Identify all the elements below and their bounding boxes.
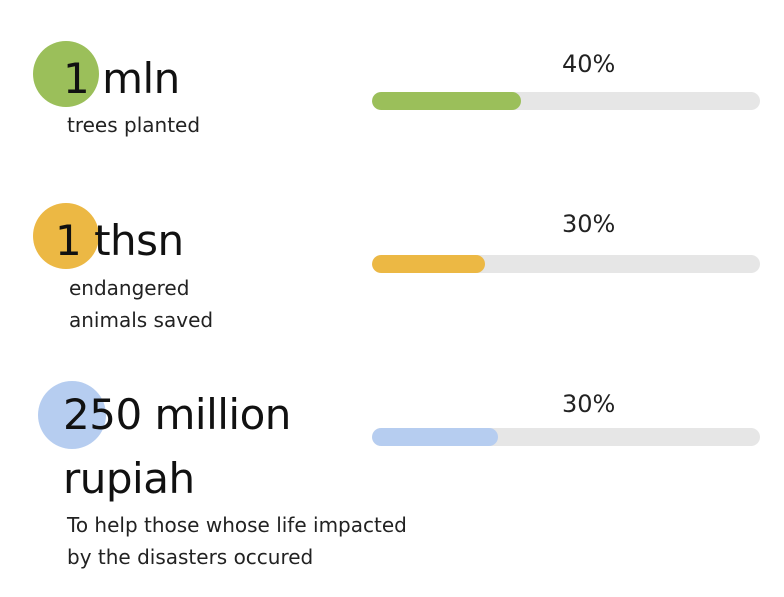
stat-description-trees: trees planted (67, 113, 201, 137)
stat-description-animals-line2: animals saved (69, 308, 214, 332)
progress-bar-trees (372, 92, 760, 110)
stat-percent-funds: 30% (562, 390, 616, 418)
stat-percent-trees: 40% (562, 50, 616, 78)
stat-value-funds-line1: 250 million (63, 390, 291, 439)
stat-percent-animals: 30% (562, 210, 616, 238)
stat-value-trees: 1 mln (63, 54, 180, 103)
green-circle-icon (33, 41, 99, 107)
progress-fill-funds (372, 428, 499, 446)
stat-value-funds-line2: rupiah (63, 454, 195, 503)
stat-value-animals: 1 thsn (55, 216, 184, 265)
progress-bar-animals (372, 255, 760, 273)
progress-bar-funds (372, 428, 760, 446)
stat-description-animals-line1: endangered (69, 276, 190, 300)
stat-description-funds-line1: To help those whose life impacted (67, 513, 407, 537)
progress-fill-trees (372, 92, 522, 110)
yellow-circle-icon (33, 203, 99, 269)
stat-description-funds-line2: by the disasters occured (67, 545, 314, 569)
blue-circle-icon (38, 381, 106, 449)
progress-fill-animals (372, 255, 485, 273)
